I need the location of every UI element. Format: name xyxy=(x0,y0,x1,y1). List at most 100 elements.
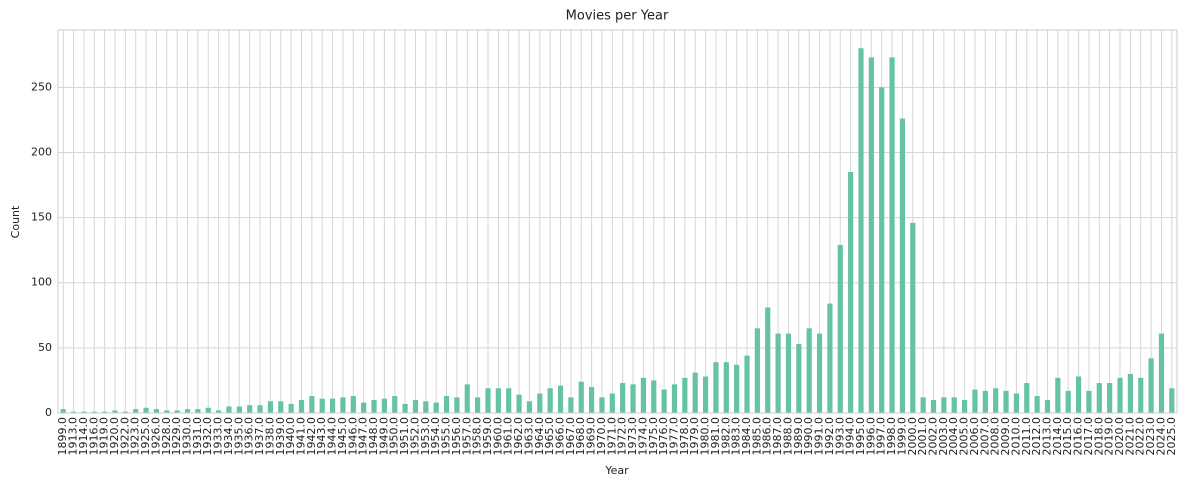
x-tick-label: 1998.0 xyxy=(885,417,898,456)
bar xyxy=(247,405,253,413)
bar xyxy=(298,399,305,413)
x-tick-label: 1996.0 xyxy=(864,417,877,456)
bar xyxy=(547,388,553,413)
x-tick-label: 1913.0 xyxy=(67,417,80,456)
bar xyxy=(329,398,336,413)
x-tick-label: 1997.0 xyxy=(875,417,888,456)
x-tick-label: 1932.0 xyxy=(201,417,214,456)
bar xyxy=(340,397,346,413)
bar xyxy=(174,410,180,413)
bar xyxy=(951,397,957,413)
x-tick-label: 1930.0 xyxy=(181,417,194,456)
x-tick-label: 2001.0 xyxy=(916,417,929,456)
bar xyxy=(1086,390,1092,413)
bar xyxy=(899,118,906,414)
x-tick-label: 1919.0 xyxy=(98,417,111,456)
x-tick-label: 1934.0 xyxy=(222,417,235,456)
bar xyxy=(1065,390,1071,413)
plot-frame xyxy=(57,29,1178,414)
y-tick-label: 100 xyxy=(31,276,52,289)
bar xyxy=(537,393,543,413)
bar xyxy=(599,397,605,413)
x-axis-label: Year xyxy=(604,464,629,477)
bar xyxy=(568,397,574,413)
x-tick-label: 1995.0 xyxy=(854,417,867,456)
x-tick-label: 1977.0 xyxy=(667,417,680,456)
x-tick-label: 2014.0 xyxy=(1051,417,1064,456)
bar xyxy=(962,399,968,413)
bar xyxy=(81,411,87,413)
x-tick-label: 1985.0 xyxy=(750,417,763,456)
x-tick-label: 1981.0 xyxy=(709,417,722,456)
x-tick-label: 1973.0 xyxy=(626,417,639,456)
x-tick-label: 1936.0 xyxy=(243,417,256,456)
bar xyxy=(920,397,926,413)
bar xyxy=(319,398,325,413)
x-tick-label: 1947.0 xyxy=(357,417,370,456)
bar xyxy=(848,171,854,413)
bar xyxy=(91,411,97,413)
bar xyxy=(816,333,823,413)
x-tick-label: 2004.0 xyxy=(947,417,960,456)
chart-title: Movies per Year xyxy=(566,9,669,24)
bar xyxy=(930,399,937,413)
bar xyxy=(806,328,812,413)
x-tick-label: 1990.0 xyxy=(802,417,815,456)
x-tick-label: 2024.0 xyxy=(1154,417,1167,456)
bar xyxy=(133,409,139,413)
x-tick-label: 1976.0 xyxy=(657,417,670,456)
x-tick-label: 1942.0 xyxy=(305,417,318,456)
bar xyxy=(661,389,667,413)
x-tick-label: 1916.0 xyxy=(87,417,100,456)
bar xyxy=(1024,383,1030,413)
bar xyxy=(122,411,128,413)
bar xyxy=(1075,376,1082,413)
bar xyxy=(775,333,781,413)
bar xyxy=(910,222,916,413)
bar xyxy=(164,410,170,413)
bar xyxy=(578,381,584,413)
bar xyxy=(941,397,947,413)
bar xyxy=(972,389,978,413)
bar xyxy=(350,396,356,413)
bar xyxy=(796,343,802,413)
x-tick-label: 2017.0 xyxy=(1082,417,1095,456)
x-tick-label: 2005.0 xyxy=(958,417,971,456)
bar xyxy=(309,396,315,413)
bar xyxy=(495,388,501,413)
x-tick-label: 1983.0 xyxy=(730,417,743,456)
x-tick-label: 1945.0 xyxy=(336,417,349,456)
bar xyxy=(102,411,108,413)
x-tick-label: 1966.0 xyxy=(554,417,567,456)
x-tick-label: 1994.0 xyxy=(844,417,857,456)
x-tick-label: 1979.0 xyxy=(688,417,701,456)
bar xyxy=(1034,396,1040,413)
x-tick-label: 1989.0 xyxy=(792,417,805,456)
x-tick-label: 2009.0 xyxy=(999,417,1012,456)
bar xyxy=(1107,383,1113,413)
bar xyxy=(526,401,533,413)
x-tick-label: 2021.0 xyxy=(1123,417,1136,456)
bar xyxy=(216,410,222,413)
x-tick-label: 1931.0 xyxy=(191,417,204,456)
bar xyxy=(754,328,760,413)
bar xyxy=(827,303,833,413)
bar xyxy=(485,388,491,413)
x-tick-label: 2016.0 xyxy=(1072,417,1085,456)
bar xyxy=(257,405,263,413)
bar xyxy=(288,403,294,413)
y-axis-label: Count xyxy=(9,205,22,238)
x-tick-label: 1929.0 xyxy=(170,417,183,456)
x-tick-label: 1928.0 xyxy=(160,417,173,456)
x-tick-label: 1980.0 xyxy=(699,417,712,456)
bar xyxy=(278,401,284,413)
bar xyxy=(236,406,242,413)
y-tick-label: 150 xyxy=(31,211,52,224)
x-tick-label: 2003.0 xyxy=(937,417,950,456)
bar xyxy=(744,355,750,413)
x-tick-label: 1949.0 xyxy=(377,417,390,456)
bar xyxy=(858,48,864,413)
x-tick-label: 1975.0 xyxy=(647,417,660,456)
bar xyxy=(412,399,419,413)
